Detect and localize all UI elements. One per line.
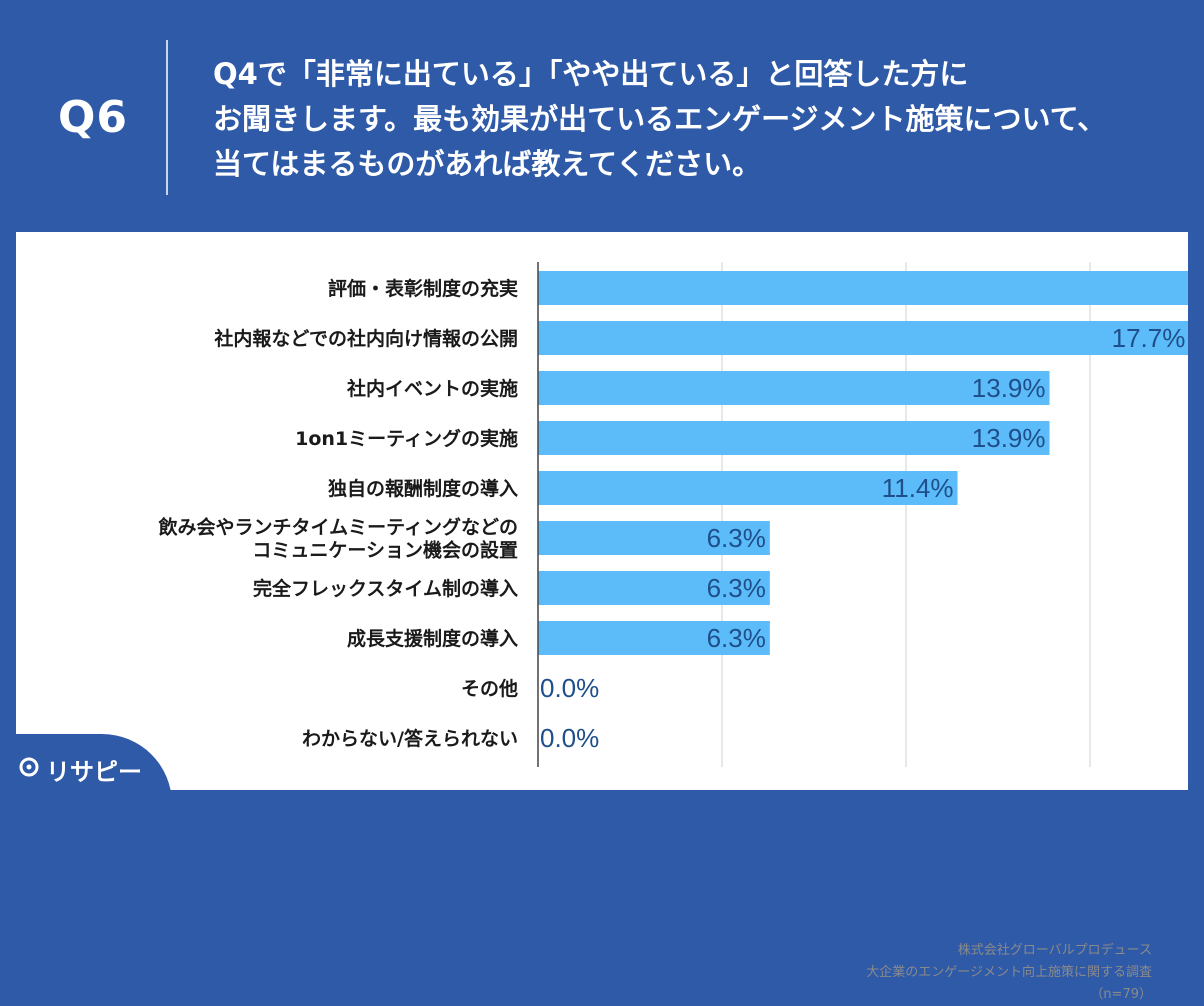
- value-label: 6.3%: [707, 523, 766, 553]
- category-label-line: その他: [461, 677, 518, 700]
- category-label-line: 評価・表彰制度の充実: [328, 277, 518, 300]
- category-label: 完全フレックスタイム制の導入: [253, 577, 518, 600]
- category-label-line: 社内報などでの社内向け情報の公開: [213, 327, 518, 350]
- value-label: 0.0%: [540, 723, 599, 753]
- category-label: わからない/答えられない: [302, 727, 518, 750]
- category-label: 飲み会やランチタイムミーティングなどのコミュニケーション機会の設置: [158, 516, 518, 562]
- category-label-line: 1on1ミーティングの実施: [295, 427, 518, 450]
- category-label-line: コミュニケーション機会の設置: [252, 539, 518, 562]
- category-label-line: 成長支援制度の導入: [347, 627, 518, 650]
- question-header: Q6 Q4で「非常に出ている」「やや出ている」と回答した方に お聞きします。最も…: [0, 0, 1204, 232]
- bar-chart: 24.1%評価・表彰制度の充実17.7%社内報などでの社内向け情報の公開13.9…: [158, 262, 1188, 767]
- value-label: 0.0%: [540, 673, 599, 703]
- bar: [538, 471, 958, 505]
- category-label: 1on1ミーティングの実施: [295, 427, 518, 450]
- brand-name: リサピー: [46, 758, 142, 786]
- category-label-line: 社内イベントの実施: [346, 377, 518, 400]
- category-label-line: わからない/答えられない: [302, 727, 518, 750]
- bar: [538, 421, 1050, 455]
- bar: [538, 321, 1188, 355]
- bar: [538, 521, 770, 555]
- category-label: 社内報などでの社内向け情報の公開: [213, 327, 518, 350]
- category-label: 社内イベントの実施: [346, 377, 518, 400]
- source-company: 株式会社グローバルプロデュース: [957, 943, 1152, 958]
- question-number: Q6: [58, 92, 129, 143]
- sample-size: （n=79）: [1090, 987, 1152, 1002]
- category-label-line: 完全フレックスタイム制の導入: [253, 577, 518, 600]
- category-label: その他: [461, 677, 518, 700]
- bar: [538, 271, 1188, 305]
- question-line: Q4で「非常に出ている」「やや出ている」と回答した方に: [213, 57, 969, 91]
- chart-panel: 24.1%評価・表彰制度の充実17.7%社内報などでの社内向け情報の公開13.9…: [16, 232, 1188, 1002]
- source-note: 株式会社グローバルプロデュース 大企業のエンゲージメント向上施策に関する調査 （…: [866, 940, 1152, 1006]
- value-label: 6.3%: [707, 623, 766, 653]
- value-label: 13.9%: [972, 423, 1046, 453]
- pin-icon: [19, 757, 39, 777]
- bar: [538, 571, 770, 605]
- value-label: 13.9%: [972, 373, 1046, 403]
- source-survey: 大企業のエンゲージメント向上施策に関する調査: [866, 965, 1152, 980]
- value-label: 17.7%: [1112, 323, 1186, 353]
- category-label: 評価・表彰制度の充実: [328, 277, 518, 300]
- category-label: 独自の報酬制度の導入: [328, 477, 518, 500]
- value-label: 6.3%: [707, 573, 766, 603]
- question-line: 当てはまるものがあれば教えてください。: [213, 147, 762, 181]
- category-label-line: 飲み会やランチタイムミーティングなどの: [158, 516, 518, 539]
- value-label: 11.4%: [882, 473, 954, 503]
- bar: [538, 621, 770, 655]
- category-label-line: 独自の報酬制度の導入: [328, 477, 518, 500]
- question-line: お聞きします。最も効果が出ているエンゲージメント施策について、: [213, 102, 1107, 136]
- category-label: 成長支援制度の導入: [347, 627, 518, 650]
- bar: [538, 371, 1050, 405]
- question-text: Q4で「非常に出ている」「やや出ている」と回答した方に お聞きします。最も効果が…: [213, 52, 1183, 187]
- header-divider: [166, 40, 168, 195]
